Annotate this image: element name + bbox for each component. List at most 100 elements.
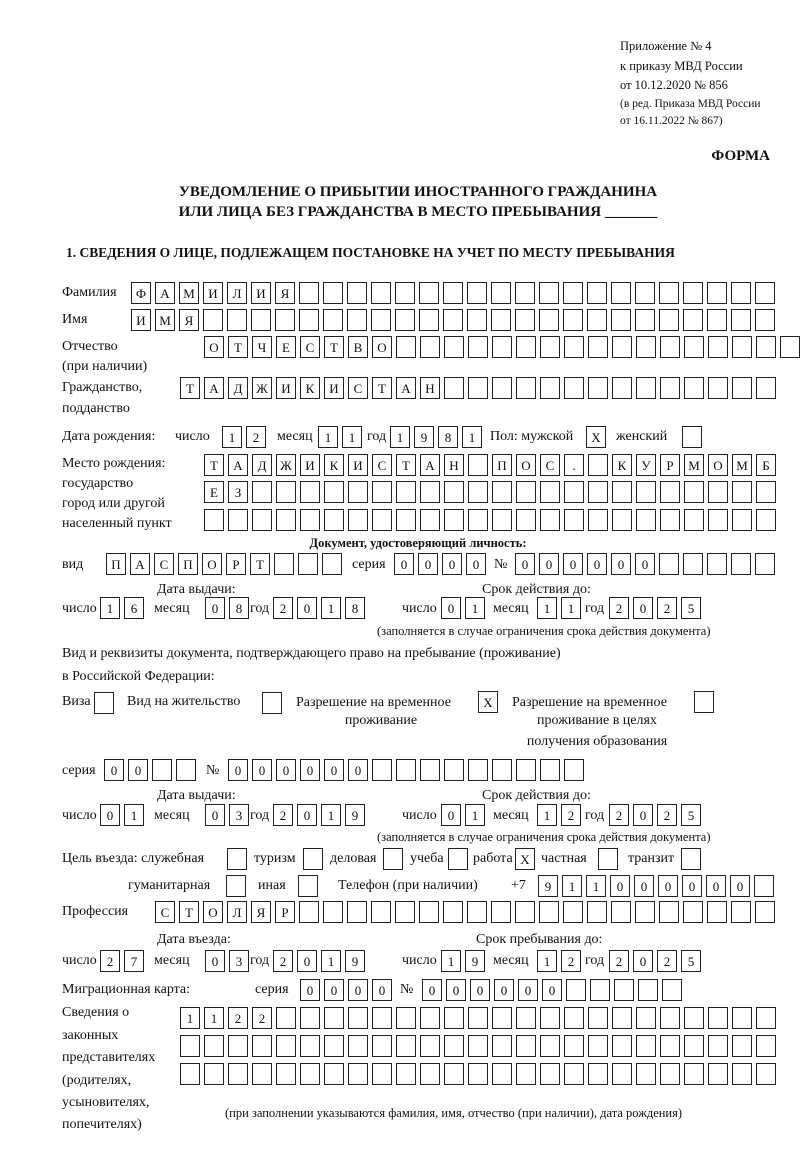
char-cell[interactable] [635,282,655,304]
char-cell[interactable]: О [516,454,536,476]
char-cell[interactable]: О [202,553,222,575]
char-cell[interactable] [395,901,415,923]
char-cell[interactable]: Ж [276,454,296,476]
char-cell[interactable]: 2 [246,426,266,448]
char-cell[interactable] [468,1007,488,1029]
char-cell[interactable]: 8 [438,426,458,448]
char-cell[interactable]: 2 [273,804,293,826]
char-cell[interactable]: 0 [442,553,462,575]
char-cell[interactable] [444,759,464,781]
char-cell[interactable]: 1 [390,426,410,448]
char-cell[interactable]: 0 [276,759,296,781]
char-cell[interactable] [467,309,487,331]
visa-checkbox[interactable] [94,692,114,714]
char-cell[interactable] [274,553,294,575]
char-cell[interactable] [756,1007,776,1029]
char-cell[interactable] [587,901,607,923]
char-cell[interactable] [228,509,248,531]
char-cell[interactable] [396,1035,416,1057]
char-cell[interactable]: 0 [635,553,655,575]
char-cell[interactable] [708,336,728,358]
char-cell[interactable] [732,377,752,399]
char-cell[interactable] [467,282,487,304]
char-cell[interactable] [204,509,224,531]
char-cell[interactable] [539,901,559,923]
char-cell[interactable] [564,1035,584,1057]
char-cell[interactable] [662,979,682,1001]
char-cell[interactable]: О [708,454,728,476]
char-cell[interactable]: 0 [394,553,414,575]
char-cell[interactable] [540,481,560,503]
sex-female-checkbox[interactable] [682,426,702,448]
char-cell[interactable] [515,901,535,923]
char-cell[interactable]: М [179,282,199,304]
char-cell[interactable] [420,759,440,781]
char-cell[interactable] [515,309,535,331]
purpose-tourism-checkbox[interactable] [303,848,323,870]
char-cell[interactable]: 1 [124,804,144,826]
char-cell[interactable] [660,1007,680,1029]
char-cell[interactable]: 0 [128,759,148,781]
char-cell[interactable]: 9 [538,875,558,897]
char-cell[interactable]: А [155,282,175,304]
char-cell[interactable]: Р [660,454,680,476]
char-cell[interactable] [372,1035,392,1057]
char-cell[interactable]: 3 [229,950,249,972]
char-cell[interactable] [660,377,680,399]
temp-permit-checkbox[interactable]: X [478,691,498,713]
char-cell[interactable] [540,377,560,399]
char-cell[interactable]: 0 [205,950,225,972]
char-cell[interactable]: 9 [345,950,365,972]
char-cell[interactable] [540,509,560,531]
char-cell[interactable] [756,1063,776,1085]
char-cell[interactable]: 1 [204,1007,224,1029]
char-cell[interactable]: И [276,377,296,399]
char-cell[interactable] [660,1035,680,1057]
char-cell[interactable] [492,481,512,503]
char-cell[interactable]: 1 [321,950,341,972]
char-cell[interactable]: 0 [205,597,225,619]
char-cell[interactable] [708,481,728,503]
purpose-other-checkbox[interactable] [298,875,318,897]
char-cell[interactable] [612,1035,632,1057]
char-cell[interactable]: 0 [658,875,678,897]
char-cell[interactable]: 5 [681,950,701,972]
char-cell[interactable] [419,309,439,331]
char-cell[interactable] [323,282,343,304]
char-cell[interactable] [396,1007,416,1029]
char-cell[interactable] [468,759,488,781]
char-cell[interactable]: 0 [470,979,490,1001]
char-cell[interactable] [324,481,344,503]
char-cell[interactable] [588,509,608,531]
char-cell[interactable] [598,848,618,870]
char-cell[interactable]: Н [420,377,440,399]
char-cell[interactable] [491,901,511,923]
char-cell[interactable] [262,692,282,714]
char-cell[interactable]: 0 [441,597,461,619]
char-cell[interactable]: С [154,553,174,575]
char-cell[interactable] [467,901,487,923]
char-cell[interactable] [371,901,391,923]
char-cell[interactable]: 0 [611,553,631,575]
char-cell[interactable]: 1 [342,426,362,448]
char-cell[interactable]: 0 [446,979,466,1001]
char-cell[interactable] [396,481,416,503]
char-cell[interactable]: Т [396,454,416,476]
char-cell[interactable]: 0 [634,875,654,897]
char-cell[interactable] [564,336,584,358]
char-cell[interactable]: 0 [682,875,702,897]
char-cell[interactable]: 1 [537,597,557,619]
char-cell[interactable] [708,1063,728,1085]
char-cell[interactable] [588,336,608,358]
char-cell[interactable] [420,1035,440,1057]
char-cell[interactable]: К [612,454,632,476]
